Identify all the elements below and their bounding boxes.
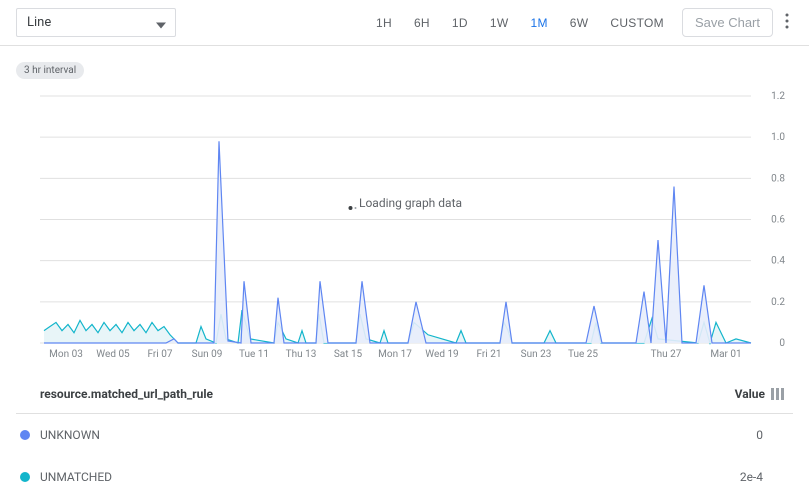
svg-text:Mon 17: Mon 17	[378, 349, 412, 360]
chart-area: 3 hr interval 0 0.2 0.4 0.6 0.8 1.0 1.2 Mon 03 W…	[0, 46, 809, 375]
time-range-group: 1H6H1D1W1M6WCUSTOM	[366, 10, 674, 36]
loading-indicator: Loading graph data	[347, 196, 462, 210]
table-row[interactable]: UNKNOWN0	[16, 414, 793, 456]
series-value: 0	[756, 428, 763, 442]
loading-icon	[347, 200, 353, 206]
more-vert-icon	[785, 13, 789, 33]
series-table: resource.matched_url_path_rule Value UNK…	[0, 375, 809, 498]
svg-text:1.2: 1.2	[771, 91, 785, 102]
svg-text:0.8: 0.8	[771, 173, 785, 184]
series-table-header: resource.matched_url_path_rule Value	[16, 375, 793, 414]
svg-text:Thu 27: Thu 27	[651, 349, 682, 360]
columns-icon[interactable]	[771, 388, 785, 400]
svg-text:Mar 01: Mar 01	[710, 349, 741, 360]
svg-text:Sun 09: Sun 09	[192, 349, 223, 360]
svg-text:0.4: 0.4	[771, 256, 785, 267]
range-btn-1w[interactable]: 1W	[480, 10, 519, 36]
line-chart: 0 0.2 0.4 0.6 0.8 1.0 1.2 Mon 03 Wed 05 Fri 07 Sun…	[16, 81, 793, 371]
svg-text:0: 0	[779, 338, 785, 349]
series-rows: UNKNOWN0UNMATCHED2e-4	[16, 414, 793, 498]
svg-text:0.2: 0.2	[771, 297, 785, 308]
chart-type-value: Line	[27, 15, 51, 30]
svg-text:Wed 05: Wed 05	[96, 349, 130, 360]
range-btn-1m[interactable]: 1M	[520, 10, 557, 36]
toolbar: Line 1H6H1D1W1M6WCUSTOM Save Chart	[0, 0, 809, 46]
series-name: UNMATCHED	[40, 470, 740, 484]
svg-text:Mon 03: Mon 03	[49, 349, 83, 360]
loading-text: Loading graph data	[359, 196, 462, 210]
save-chart-button[interactable]: Save Chart	[682, 8, 773, 37]
series-name: UNKNOWN	[40, 428, 756, 442]
svg-text:Tue 25: Tue 25	[568, 349, 598, 360]
series-swatch	[20, 430, 30, 440]
svg-text:Sun 23: Sun 23	[521, 349, 552, 360]
series-value: 2e-4	[740, 470, 763, 484]
series-header-label: resource.matched_url_path_rule	[40, 387, 735, 401]
svg-text:0.6: 0.6	[771, 215, 785, 226]
svg-text:Wed 19: Wed 19	[425, 349, 458, 360]
svg-text:Thu 13: Thu 13	[286, 349, 317, 360]
range-btn-6w[interactable]: 6W	[560, 10, 599, 36]
svg-text:Fri 21: Fri 21	[477, 349, 502, 360]
svg-text:Tue 11: Tue 11	[239, 349, 269, 360]
svg-text:Sat 15: Sat 15	[334, 349, 363, 360]
range-btn-custom[interactable]: CUSTOM	[600, 10, 674, 36]
table-row[interactable]: UNMATCHED2e-4	[16, 456, 793, 498]
interval-badge: 3 hr interval	[16, 62, 84, 79]
chart-type-select[interactable]: Line	[16, 8, 176, 37]
svg-text:Fri 07: Fri 07	[148, 349, 173, 360]
range-btn-6h[interactable]: 6H	[404, 10, 440, 36]
range-btn-1d[interactable]: 1D	[442, 10, 478, 36]
svg-text:1.0: 1.0	[771, 132, 785, 143]
more-options-button[interactable]	[781, 9, 793, 36]
series-header-value: Value	[735, 387, 765, 401]
chevron-down-icon	[156, 13, 166, 32]
series-swatch	[20, 472, 30, 482]
range-btn-1h[interactable]: 1H	[366, 10, 402, 36]
